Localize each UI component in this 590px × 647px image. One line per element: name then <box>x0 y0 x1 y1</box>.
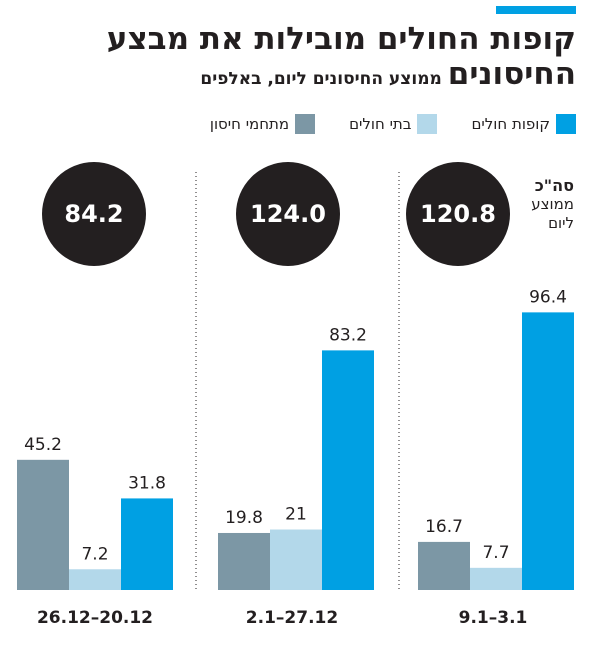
bar <box>121 498 173 590</box>
bar <box>17 459 69 590</box>
bar <box>522 312 574 590</box>
legend-label: קופות חולים <box>471 115 550 133</box>
bar-value-label: 16.7 <box>425 517 463 537</box>
bar-value-label: 7.2 <box>81 544 108 564</box>
bar-value-label: 45.2 <box>24 435 62 455</box>
bar <box>218 532 270 590</box>
avg-label-line-3: ליום <box>548 214 574 232</box>
legend-item-kupot: קופות חולים <box>471 114 576 134</box>
legend-swatch <box>556 114 576 134</box>
title-line-1: קופות החולים מובילות את מבצע <box>106 21 576 57</box>
total-circle-3: 120.8 <box>406 162 510 266</box>
legend-label: מתחמי חיסון <box>209 115 290 133</box>
bar <box>322 350 374 590</box>
bar-value-label: 19.8 <box>225 508 263 528</box>
bar <box>69 569 121 590</box>
legend-item-centers: מתחמי חיסון <box>209 114 316 134</box>
bar-value-label: 96.4 <box>529 287 567 307</box>
period-label-3: 9.1–3.1 <box>458 608 528 628</box>
total-circle-2: 124.0 <box>236 162 340 266</box>
period-label-1: 26.12–20.12 <box>36 608 154 628</box>
bar-value-label: 31.8 <box>128 473 166 493</box>
legend-label: בתי חולים <box>349 115 412 133</box>
legend-swatch <box>417 114 438 134</box>
avg-label-line-2: ממוצע <box>531 195 574 213</box>
total-value: 124.0 <box>250 200 326 228</box>
avg-label-line-1: סה"כ <box>534 176 574 195</box>
total-value: 84.2 <box>64 200 124 228</box>
chart-title: קופות החולים מובילות את מבצע החיסוניםממו… <box>16 22 576 97</box>
bar-value-label: 7.7 <box>482 543 509 563</box>
bar <box>418 541 470 590</box>
daily-average-label: סה"כ ממוצע ליום <box>518 176 574 233</box>
bar <box>470 567 522 590</box>
bar-value-label: 21 <box>285 505 307 525</box>
legend-item-hospitals: בתי חולים <box>349 114 438 134</box>
accent-bar <box>496 6 576 14</box>
bar <box>270 529 322 590</box>
bar-value-label: 83.2 <box>329 325 367 345</box>
title-line-2: החיסונים <box>447 56 576 92</box>
legend: קופות חולים בתי חולים מתחמי חיסון <box>210 114 576 134</box>
period-label-2: 2.1–27.12 <box>245 608 339 628</box>
total-value: 120.8 <box>420 200 496 228</box>
legend-swatch <box>295 114 316 134</box>
chart-subtitle: ממוצע החיסונים ליום, באלפים <box>200 69 442 89</box>
total-circle-1: 84.2 <box>42 162 146 266</box>
